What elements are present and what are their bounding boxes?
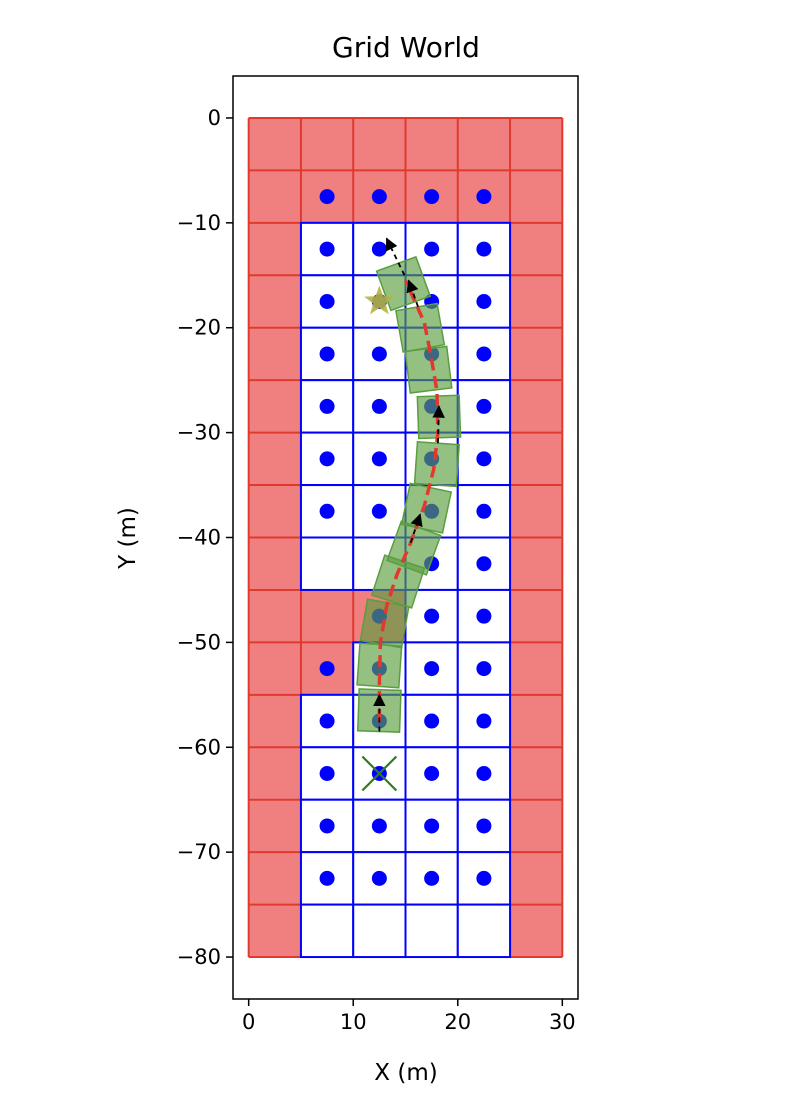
cell-center-point <box>476 451 492 467</box>
x-axis-label: X (m) <box>374 1060 437 1086</box>
free-cell <box>456 851 512 906</box>
cell-center-point <box>476 189 492 205</box>
y-tick-label: −80 <box>177 945 221 969</box>
cell-center-point <box>319 398 335 414</box>
cell-center-point <box>476 870 492 886</box>
cell-center-point <box>476 661 492 677</box>
cell-center-point <box>424 765 440 781</box>
chart-title: Grid World <box>332 31 480 64</box>
cell-center-point <box>476 556 492 572</box>
cell-center-point <box>319 503 335 519</box>
cell-center-point <box>319 294 335 310</box>
cell-center-point <box>476 241 492 257</box>
axis-ticks: 0 10 20 30 0 −10 −20 −30 −40 −50 −60 −70 −80 <box>177 106 576 1034</box>
cell-center-point <box>319 765 335 781</box>
cell-center-point <box>424 661 440 677</box>
cell-center-point <box>371 451 387 467</box>
free-cell <box>352 903 407 959</box>
cell-center-point <box>319 346 335 362</box>
start-x-marker <box>361 755 398 792</box>
cell-center-point <box>476 503 492 519</box>
cell-center-point <box>424 241 440 257</box>
cell-center-point <box>476 608 492 624</box>
y-tick-label: −40 <box>177 526 221 550</box>
cell-center-point <box>424 713 440 729</box>
cell-center-point <box>319 713 335 729</box>
cell-center-point <box>424 189 440 205</box>
heading-arrow <box>432 405 445 444</box>
free-cell <box>299 536 355 591</box>
x-tick-label: 20 <box>444 1010 471 1034</box>
heading-arrow <box>406 279 419 308</box>
cell-center-point <box>371 346 387 362</box>
cell-center-point <box>319 661 335 677</box>
cell-center-point <box>476 346 492 362</box>
cell-center-point <box>319 241 335 257</box>
cell-center-point <box>371 503 387 519</box>
cell-center-point <box>319 818 335 834</box>
cell-center-point <box>476 713 492 729</box>
y-axis-label: Y (m) <box>115 507 141 570</box>
y-tick-label: −20 <box>177 316 221 340</box>
x-tick-label: 30 <box>549 1010 576 1034</box>
cell-center-point <box>371 241 387 257</box>
free-cell <box>404 903 459 959</box>
plot-area <box>247 116 564 959</box>
axes-frame <box>232 75 579 1000</box>
free-cell <box>299 903 355 959</box>
cell-center-point <box>319 189 335 205</box>
y-tick-label: −50 <box>177 630 221 654</box>
y-tick-label: −30 <box>177 421 221 445</box>
y-tick-label: −70 <box>177 840 221 864</box>
cell-center-point <box>424 608 440 624</box>
free-cell <box>456 903 512 959</box>
y-tick-label: −60 <box>177 735 221 759</box>
cell-center-point <box>476 818 492 834</box>
planned-path-line <box>377 279 440 722</box>
cell-center-point <box>319 870 335 886</box>
cell-center-point <box>476 398 492 414</box>
vehicle-footprint <box>404 345 453 394</box>
free-cell <box>456 221 512 277</box>
cell-center-point <box>424 818 440 834</box>
x-tick-label: 10 <box>340 1010 367 1034</box>
x-tick-label: 0 <box>242 1010 255 1034</box>
vehicle-footprint <box>413 440 460 488</box>
y-tick-label: −10 <box>177 211 221 235</box>
cell-center-point <box>371 189 387 205</box>
cell-center-point <box>371 870 387 886</box>
heading-arrow <box>409 513 423 544</box>
cell-center-point <box>476 765 492 781</box>
cell-center-point <box>476 294 492 310</box>
cell-center-point <box>319 451 335 467</box>
cell-center-point <box>371 398 387 414</box>
goal-star-marker <box>364 285 395 315</box>
cell-center-point <box>424 870 440 886</box>
y-tick-label: 0 <box>208 106 221 130</box>
cell-center-point <box>371 818 387 834</box>
heading-arrow <box>385 237 406 276</box>
